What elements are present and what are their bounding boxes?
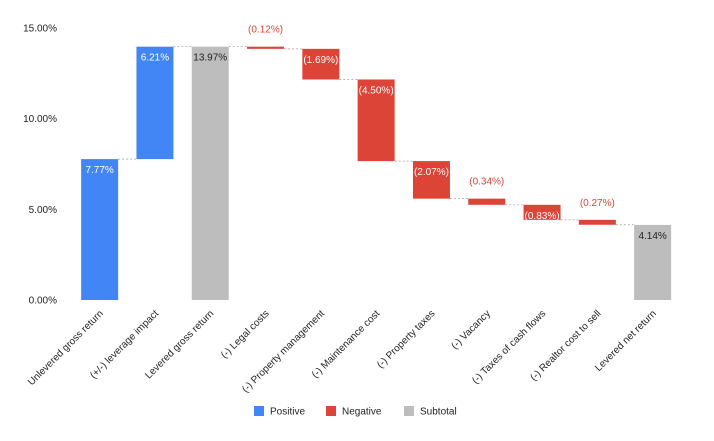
data-label: (1.69%) — [303, 55, 338, 66]
data-label: (0.27%) — [580, 198, 615, 209]
bar-negative — [357, 79, 395, 162]
bar-negative — [302, 48, 340, 80]
connector-lines — [118, 46, 635, 226]
y-tick-label: 5.00% — [29, 205, 57, 216]
x-axis: Unlevered gross return(+/-) leverage imp… — [26, 308, 659, 395]
legend: Positive Negative Subtotal — [254, 406, 457, 418]
legend-label-negative: Negative — [342, 407, 382, 418]
bar-negative — [247, 46, 285, 49]
data-label: (4.50%) — [359, 85, 394, 96]
data-label: 13.97% — [193, 53, 227, 64]
legend-label-subtotal: Subtotal — [420, 407, 457, 418]
x-tick-label: (-) Vacancy — [449, 308, 492, 351]
x-tick-label: Levered net return — [593, 308, 659, 374]
data-label: 7.77% — [85, 165, 113, 176]
legend-swatch-positive — [254, 406, 264, 416]
bar-positive — [136, 46, 174, 160]
bars — [81, 46, 672, 300]
x-tick-label: (-) Legal costs — [219, 308, 272, 361]
bar-negative — [468, 198, 506, 205]
y-axis: 0.00% 5.00% 10.00% 15.00% — [23, 24, 57, 307]
data-label: (0.83%) — [525, 211, 560, 222]
y-tick-label: 10.00% — [23, 114, 57, 125]
data-label: (2.07%) — [414, 167, 449, 178]
y-tick-label: 0.00% — [29, 296, 57, 307]
bar-negative — [578, 219, 616, 225]
data-labels: 7.77% 6.21% 13.97% (0.12%) (1.69%) (4.50%) (2.… — [85, 25, 666, 242]
y-tick-label: 15.00% — [23, 24, 57, 35]
data-label: (0.12%) — [248, 25, 283, 36]
bar-negative — [523, 204, 561, 220]
legend-swatch-negative — [326, 406, 336, 416]
legend-label-positive: Positive — [270, 407, 305, 418]
data-label: 4.14% — [638, 231, 666, 242]
x-tick-label: (-) Property taxes — [375, 308, 437, 370]
bar-subtotal — [191, 46, 229, 300]
bar-subtotal — [634, 224, 672, 300]
legend-swatch-subtotal — [404, 406, 414, 416]
bar-negative — [412, 161, 450, 199]
data-label: (0.34%) — [469, 177, 504, 188]
data-label: 6.21% — [141, 53, 169, 64]
bar-positive — [81, 159, 119, 300]
